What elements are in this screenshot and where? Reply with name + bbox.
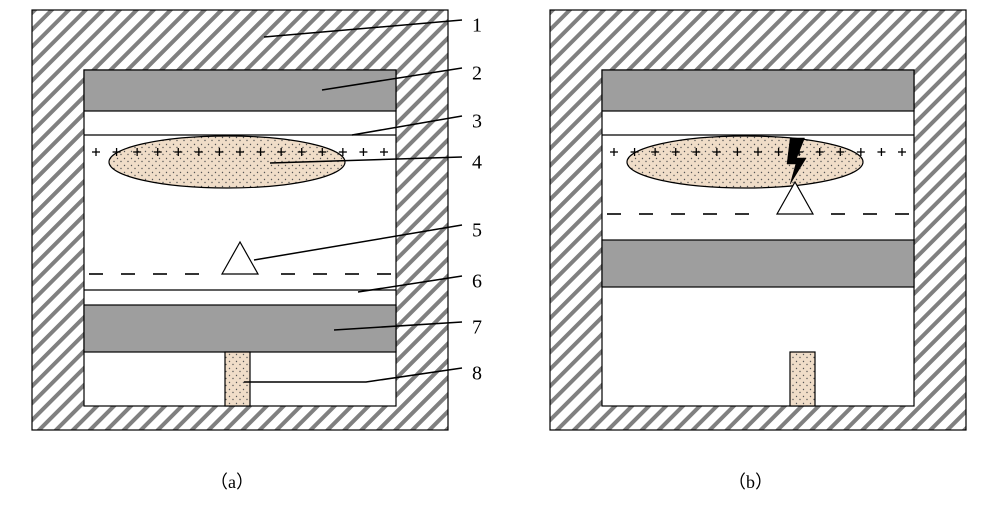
panel-b: [550, 10, 966, 430]
panel-a: 12345678: [32, 10, 448, 430]
label-8: 8: [472, 363, 482, 385]
caption-a: （a）: [210, 468, 254, 494]
label-3: 3: [472, 111, 482, 133]
label-1: 1: [472, 15, 482, 37]
label-2: 2: [472, 63, 482, 85]
top-electrode: [602, 70, 914, 111]
support-post: [790, 352, 815, 406]
top-electrode: [84, 70, 396, 111]
label-4: 4: [472, 152, 482, 174]
bottom-electrode: [602, 240, 914, 287]
cavity: [602, 70, 914, 406]
label-5: 5: [472, 220, 482, 242]
caption-b: （b）: [728, 468, 773, 494]
charge-cloud: [627, 136, 863, 188]
label-7: 7: [472, 317, 482, 339]
diagram-root: 12345678（a）（b）: [0, 0, 1000, 505]
support-post: [225, 352, 250, 406]
label-6: 6: [472, 271, 482, 293]
